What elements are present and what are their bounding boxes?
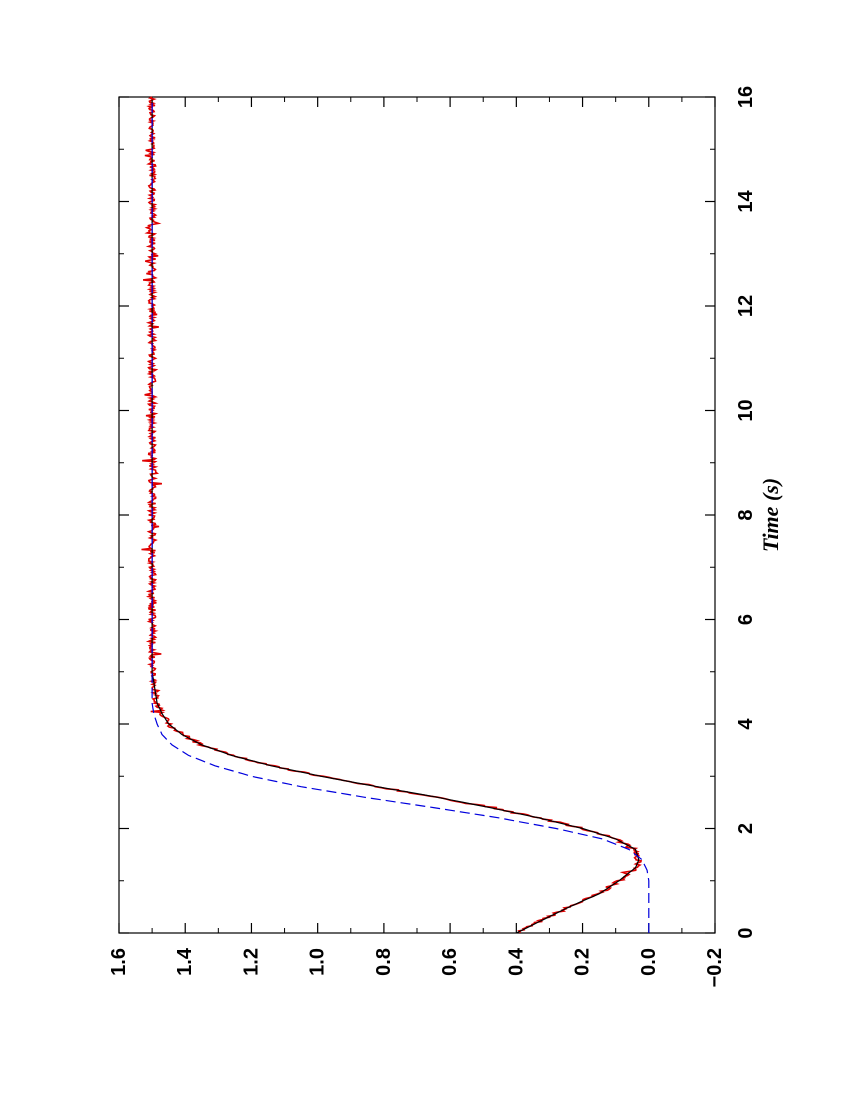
y-tick-label: 1.0 bbox=[307, 948, 329, 976]
x-tick-label: 8 bbox=[735, 509, 757, 520]
x-tick-label: 14 bbox=[735, 190, 757, 213]
y-tick-label: 0.2 bbox=[572, 948, 594, 976]
y-tick-label: 0.6 bbox=[439, 948, 461, 976]
x-tick-label: 0 bbox=[735, 927, 757, 938]
y-tick-label: 0.0 bbox=[638, 948, 660, 976]
x-tick-label: 16 bbox=[735, 86, 757, 108]
y-tick-label: −0.2 bbox=[704, 948, 726, 987]
y-tick-labels: −0.2 0.0 0.2 0.4 0.6 0.8 1.0 1.2 1.4 1.6 bbox=[108, 947, 726, 987]
x-tick-label: 10 bbox=[735, 399, 757, 421]
series-line-2 bbox=[151, 99, 650, 933]
x-tick-label: 2 bbox=[735, 823, 757, 834]
x-tick-label: 6 bbox=[735, 614, 757, 625]
x-tick-label: 12 bbox=[735, 295, 757, 317]
x-tick-label: 4 bbox=[735, 718, 757, 730]
y-tick-label: 0.8 bbox=[373, 948, 395, 976]
series-layer bbox=[141, 96, 650, 934]
y-tick-label: 1.6 bbox=[108, 948, 130, 976]
x-tick-labels: 0 2 4 6 8 10 12 14 16 bbox=[735, 86, 757, 939]
plot-area bbox=[118, 96, 716, 934]
y-tick-label: 1.4 bbox=[174, 947, 196, 976]
y-tick-label: 1.2 bbox=[240, 948, 262, 976]
y-tick-label: 0.4 bbox=[505, 947, 527, 976]
x-axis-title: Time (s) bbox=[758, 478, 783, 552]
